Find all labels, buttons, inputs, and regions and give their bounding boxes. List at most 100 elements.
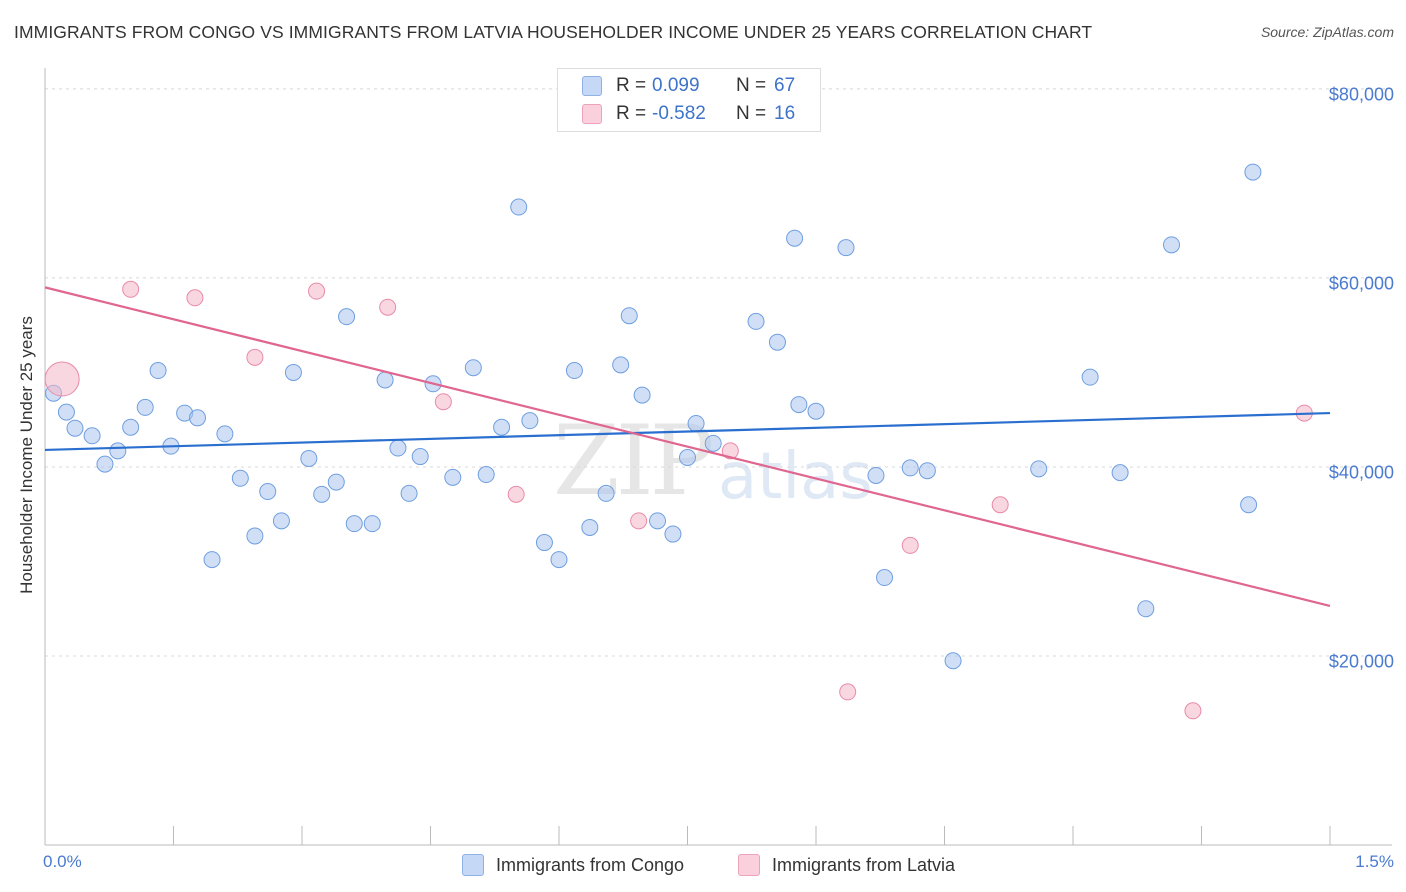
- congo-point: [327, 473, 345, 491]
- congo-point: [444, 468, 462, 486]
- congo-point: [136, 398, 154, 416]
- legend-r-value: 0.099: [652, 75, 700, 96]
- congo-point: [83, 427, 101, 445]
- y-tick-label: $40,000: [1328, 462, 1394, 483]
- latvia-point: [901, 536, 919, 554]
- latvia-point: [839, 683, 857, 701]
- congo-point: [535, 534, 553, 552]
- congo-point: [1240, 496, 1258, 514]
- latvia-point: [507, 485, 525, 503]
- congo-point: [284, 363, 302, 381]
- latvia-point: [122, 280, 140, 298]
- latvia-point: [246, 348, 264, 366]
- x-tick-max: 1.5%: [1355, 852, 1394, 871]
- stats-legend: R = 0.099 N = 67 R = -0.582 N = 16: [557, 68, 821, 132]
- legend-label-congo: Immigrants from Congo: [496, 854, 685, 875]
- legend-item-latvia: Immigrants from Latvia: [738, 852, 955, 878]
- legend-n-value: 67: [774, 75, 796, 96]
- source-label: Source: ZipAtlas.com: [1260, 24, 1394, 40]
- legend-swatch-congo: [582, 76, 602, 96]
- congo-point: [565, 362, 583, 380]
- congo-point: [597, 484, 615, 502]
- congo-point: [231, 469, 249, 487]
- congo-point: [96, 455, 114, 473]
- latvia-point: [991, 496, 1009, 514]
- latvia-point: [308, 282, 326, 300]
- congo-point: [1163, 236, 1181, 254]
- y-tick-label: $80,000: [1328, 84, 1394, 105]
- legend-swatch-latvia: [582, 104, 602, 124]
- congo-point: [944, 652, 962, 670]
- legend-r-label: R =: [616, 75, 647, 96]
- congo-point: [272, 512, 290, 530]
- congo-point: [664, 525, 682, 543]
- congo-point: [259, 483, 277, 501]
- congo-point: [837, 239, 855, 257]
- congo-point: [790, 396, 808, 414]
- congo-point: [109, 442, 127, 460]
- congo-point: [57, 403, 75, 421]
- congo-point: [550, 551, 568, 569]
- legend-r-label: R =: [616, 103, 647, 124]
- legend-item-congo: Immigrants from Congo: [462, 852, 684, 878]
- congo-point: [400, 484, 418, 502]
- congo-point: [363, 515, 381, 533]
- congo-point: [1111, 464, 1129, 482]
- x-tick-min: 0.0%: [43, 852, 82, 871]
- congo-point: [1081, 368, 1099, 386]
- congo-point: [867, 466, 885, 484]
- congo-point: [521, 412, 539, 430]
- latvia-point: [379, 298, 397, 316]
- congo-point: [389, 439, 407, 457]
- congo-trend-line: [44, 411, 1331, 452]
- congo-point: [1137, 600, 1155, 618]
- legend-n-label: N =: [736, 103, 767, 124]
- congo-point: [687, 414, 705, 432]
- latvia-trend-line: [44, 286, 1331, 607]
- legend-r-value: -0.582: [652, 103, 706, 124]
- congo-point: [679, 449, 696, 466]
- y-tick-label: $60,000: [1328, 273, 1394, 294]
- congo-point: [581, 518, 599, 536]
- y-axis-label: Householder Income Under 25 years: [17, 316, 36, 594]
- congo-point: [510, 198, 528, 216]
- congo-point: [66, 419, 84, 437]
- legend-n-label: N =: [736, 75, 767, 96]
- congo-point: [633, 386, 651, 404]
- legend-swatch-latvia: [738, 854, 760, 876]
- watermark-atlas: atlas: [718, 440, 873, 514]
- congo-point: [313, 485, 331, 503]
- congo-point: [918, 462, 936, 480]
- y-tick-label: $20,000: [1328, 651, 1394, 672]
- congo-point: [876, 569, 894, 587]
- congo-point: [411, 448, 429, 466]
- congo-point: [493, 418, 511, 436]
- congo-point: [246, 527, 264, 545]
- congo-point: [1244, 163, 1262, 181]
- latvia-point: [721, 442, 739, 460]
- congo-point: [768, 333, 786, 351]
- latvia-point: [44, 361, 80, 397]
- latvia-point: [1184, 702, 1202, 720]
- legend-swatch-congo: [462, 854, 484, 876]
- congo-point: [338, 308, 356, 326]
- congo-point: [477, 466, 495, 484]
- congo-point: [464, 359, 482, 377]
- congo-point: [188, 409, 206, 427]
- congo-point: [747, 312, 765, 330]
- congo-point: [376, 371, 394, 389]
- congo-point: [807, 402, 825, 420]
- congo-point: [345, 515, 363, 533]
- congo-point: [612, 356, 630, 374]
- congo-point: [704, 434, 722, 452]
- legend-row-congo: R = 0.099 N = 67: [582, 73, 795, 99]
- chart-title: IMMIGRANTS FROM CONGO VS IMMIGRANTS FROM…: [14, 22, 1093, 42]
- congo-point: [149, 362, 167, 380]
- congo-point: [620, 307, 638, 325]
- congo-point: [786, 229, 804, 247]
- congo-point: [300, 449, 318, 467]
- congo-point: [1030, 460, 1048, 478]
- congo-point: [203, 551, 221, 569]
- latvia-point: [186, 289, 204, 307]
